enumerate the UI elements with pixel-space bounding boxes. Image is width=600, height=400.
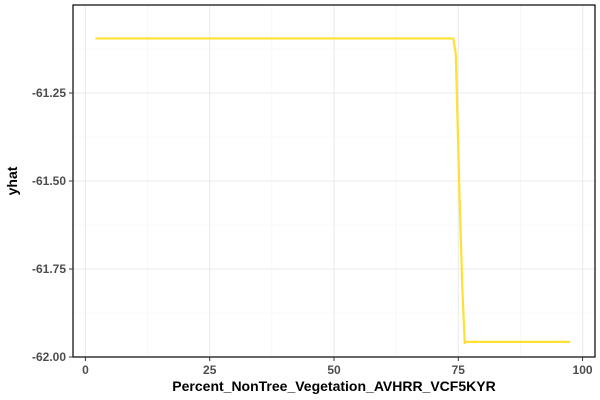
x-tick-label: 100 xyxy=(573,363,593,377)
y-tick-label: -61.75 xyxy=(32,262,66,276)
y-tick-label: -62.00 xyxy=(32,350,66,364)
series-line xyxy=(95,37,571,345)
y-ticks: -61.25 -61.50 -61.75 -62.00 xyxy=(32,86,73,364)
x-tick-label: 75 xyxy=(452,363,466,377)
grid-major xyxy=(73,5,595,358)
series-layer xyxy=(95,37,571,345)
x-tick-label: 50 xyxy=(327,363,341,377)
x-ticks: 0 25 50 75 100 xyxy=(82,357,593,377)
y-axis-title: yhat xyxy=(4,166,20,195)
x-axis-title: Percent_NonTree_Vegetation_AVHRR_VCF5KYR xyxy=(172,378,495,394)
x-tick-label: 0 xyxy=(82,363,89,377)
x-tick-label: 25 xyxy=(203,363,217,377)
y-tick-label: -61.50 xyxy=(32,174,66,188)
y-tick-label: -61.25 xyxy=(32,86,66,100)
